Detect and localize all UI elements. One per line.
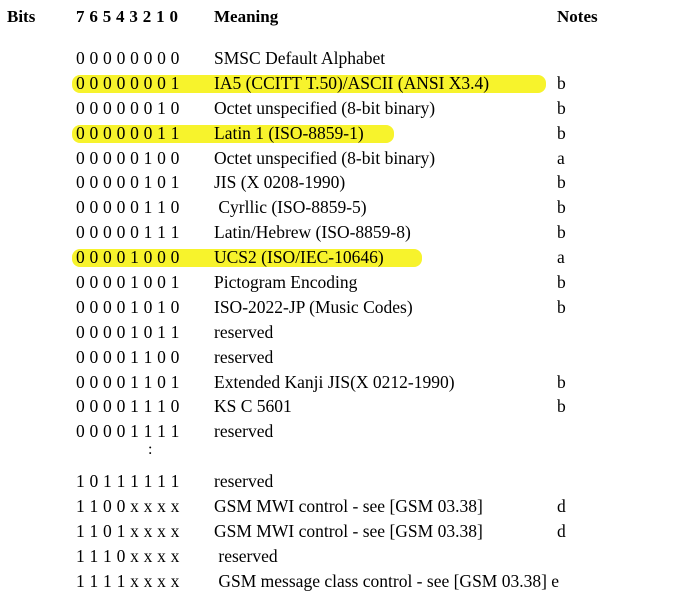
meaning-text: reserved <box>214 421 274 442</box>
table-row: 0 0 0 0 0 0 1 1 Latin 1 (ISO-8859-1) b <box>0 121 677 146</box>
table-row: 0 0 0 0 0 1 0 0 Octet unspecified (8-bit … <box>0 146 677 171</box>
meaning-text: reserved <box>214 346 274 367</box>
meaning-text: GSM MWI control - see [GSM 03.38] <box>214 496 483 517</box>
note-code: a <box>557 247 565 268</box>
note-code: a <box>557 147 565 168</box>
table-row: 0 0 0 0 1 0 1 0 ISO-2022-JP (Music Codes)… <box>0 295 677 320</box>
note-code: b <box>557 296 566 317</box>
meaning-text: JIS (X 0208-1990) <box>214 172 346 193</box>
note-code: b <box>557 272 566 293</box>
meaning-text: Pictogram Encoding <box>214 272 358 293</box>
table-header: Bits 7 6 5 4 3 2 1 0 Meaning Notes <box>0 7 677 29</box>
note-code: b <box>557 72 566 93</box>
highlight-marker <box>72 249 422 268</box>
meaning-text: Latin/Hebrew (ISO-8859-8) <box>214 222 411 243</box>
bit-pattern: 1 1 0 0 x x x x <box>76 496 180 517</box>
meaning-text: reserved <box>214 471 274 492</box>
table-row: 0 0 0 0 1 1 0 1 Extended Kanji JIS(X 0212… <box>0 370 677 395</box>
note-code: b <box>557 222 566 243</box>
meaning-text: Extended Kanji JIS(X 0212-1990) <box>214 371 455 392</box>
ellipsis-row: : <box>0 441 677 469</box>
meaning-text: ISO-2022-JP (Music Codes) <box>214 296 413 317</box>
table-row: 0 0 0 0 0 1 1 1 Latin/Hebrew (ISO-8859-8)… <box>0 220 677 245</box>
bit-pattern: 0 0 0 0 0 0 0 0 <box>76 48 180 68</box>
header-bit-numbers: 7 6 5 4 3 2 1 0 <box>76 7 179 26</box>
meaning-text: UCS2 (ISO/IEC-10646) <box>214 247 384 268</box>
meaning-text: reserved <box>214 545 278 566</box>
table-row: 0 0 0 0 1 0 0 0 UCS2 (ISO/IEC-10646) a <box>0 245 677 270</box>
meaning-text: Octet unspecified (8-bit binary) <box>214 147 436 168</box>
bit-pattern: 0 0 0 0 0 0 0 1 <box>76 72 180 93</box>
bit-pattern: 1 0 1 1 1 1 1 1 <box>76 471 180 492</box>
note-code: b <box>557 122 566 143</box>
meaning-text: GSM MWI control - see [GSM 03.38] <box>214 520 483 541</box>
bit-pattern: 0 0 0 0 1 0 0 0 <box>76 247 180 268</box>
header-bits: Bits <box>7 7 36 26</box>
bit-pattern: 1 1 1 1 x x x x <box>76 570 180 591</box>
table-row: 1 1 1 1 x x x x GSM message class contro… <box>0 569 677 594</box>
bit-pattern: 0 0 0 0 0 0 1 0 <box>76 97 180 118</box>
meaning-text: Latin 1 (ISO-8859-1) <box>214 122 364 143</box>
bit-pattern: 0 0 0 0 1 1 1 1 <box>76 421 180 442</box>
bit-pattern: 0 0 0 0 0 1 0 0 <box>76 147 180 168</box>
bit-pattern: 0 0 0 0 0 1 1 1 <box>76 222 180 243</box>
meaning-text: reserved <box>214 321 274 342</box>
bit-pattern: 0 0 0 0 1 1 0 0 <box>76 346 180 367</box>
note-code: d <box>557 520 566 541</box>
encoding-table: 0 0 0 0 0 0 0 0 SMSC Default Alphabet 0 0 … <box>0 46 677 594</box>
note-code: b <box>557 371 566 392</box>
meaning-text: Octet unspecified (8-bit binary) <box>214 97 436 118</box>
table-row: 1 1 1 0 x x x x reserved <box>0 544 677 569</box>
bit-pattern: 0 0 0 0 1 0 1 1 <box>76 321 180 342</box>
highlight-marker <box>72 124 394 143</box>
bit-pattern: 0 0 0 0 1 0 1 0 <box>76 296 180 317</box>
note-code: d <box>557 496 566 517</box>
table-row: 0 0 0 0 0 0 0 1 IA5 (CCITT T.50)/ASCII (A… <box>0 71 677 96</box>
header-meaning: Meaning <box>214 7 279 26</box>
table-row: 0 0 0 0 0 0 1 0 Octet unspecified (8-bit … <box>0 96 677 121</box>
meaning-text: Cyrllic (ISO-8859-5) <box>214 197 367 218</box>
meaning-text: KS C 5601 <box>214 396 292 417</box>
meaning-text: GSM message class control - see [GSM 03.… <box>214 570 560 591</box>
bit-pattern: 1 1 1 0 x x x x <box>76 545 180 566</box>
table-row: 1 0 1 1 1 1 1 1 reserved <box>0 469 677 494</box>
bit-pattern: 0 0 0 0 0 1 0 1 <box>76 172 180 193</box>
note-code: b <box>557 396 566 417</box>
table-row: 0 0 0 0 0 1 1 0 Cyrllic (ISO-8859-5) b <box>0 195 677 220</box>
table-row: 0 0 0 0 1 1 1 0 KS C 5601 b <box>0 394 677 419</box>
table-row: 1 1 0 1 x x x x GSM MWI control - see [GS… <box>0 519 677 544</box>
table-row: 0 0 0 0 1 1 0 0 reserved <box>0 345 677 370</box>
meaning-text: SMSC Default Alphabet <box>214 48 386 68</box>
bit-pattern: 1 1 0 1 x x x x <box>76 520 180 541</box>
table-row: 0 0 0 0 0 1 0 1 JIS (X 0208-1990) b <box>0 170 677 195</box>
bit-pattern: 0 0 0 0 0 1 1 0 <box>76 197 180 218</box>
header-notes: Notes <box>557 7 598 26</box>
meaning-text: IA5 (CCITT T.50)/ASCII (ANSI X3.4) <box>214 72 490 93</box>
table-row: 0 0 0 0 0 0 0 0 SMSC Default Alphabet <box>0 46 677 71</box>
highlight-marker <box>72 74 546 93</box>
table-row: 1 1 0 0 x x x x GSM MWI control - see [GS… <box>0 494 677 519</box>
bit-pattern: 0 0 0 0 1 1 1 0 <box>76 396 180 417</box>
note-code: b <box>557 97 566 118</box>
note-code: b <box>557 197 566 218</box>
table-row: 0 0 0 0 1 0 0 1 Pictogram Encoding b <box>0 270 677 295</box>
table-row: 0 0 0 0 1 0 1 1 reserved <box>0 320 677 345</box>
ellipsis-dots: : <box>148 441 153 459</box>
bit-pattern: 0 0 0 0 1 1 0 1 <box>76 371 180 392</box>
note-code: b <box>557 172 566 193</box>
bit-pattern: 0 0 0 0 0 0 1 1 <box>76 122 180 143</box>
table-row: 0 0 0 0 1 1 1 1 reserved <box>0 419 677 444</box>
bit-pattern: 0 0 0 0 1 0 0 1 <box>76 272 180 293</box>
